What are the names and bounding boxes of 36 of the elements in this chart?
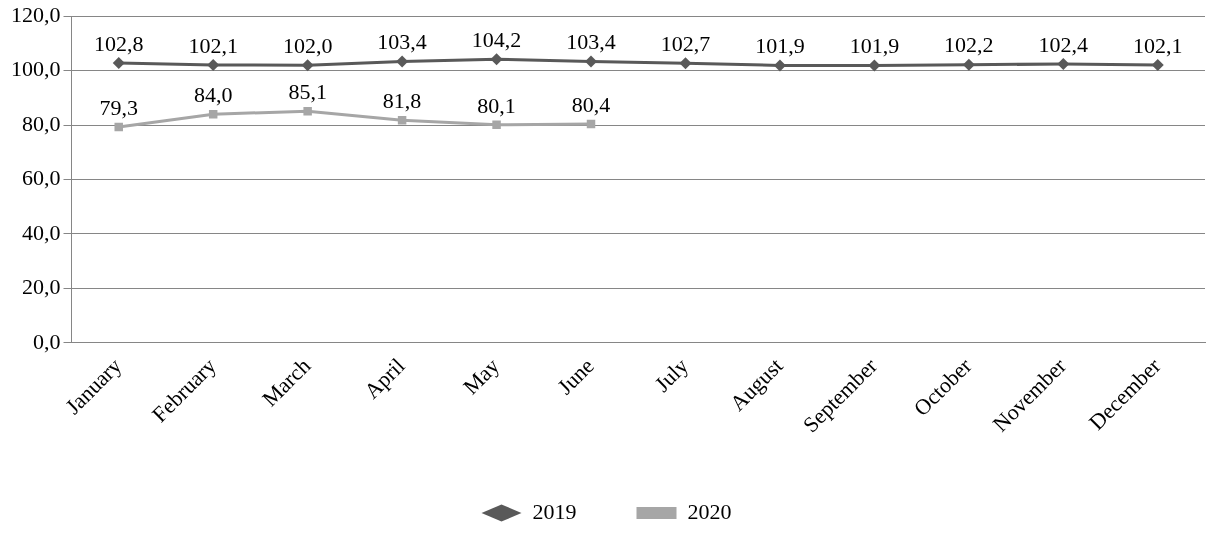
- data-label: 101,9: [755, 33, 805, 59]
- point: [679, 57, 692, 70]
- data-label: 79,3: [99, 94, 138, 120]
- data-label: 102,7: [660, 31, 711, 57]
- data-label: 104,2: [471, 26, 522, 52]
- data-label: 102,0: [282, 32, 333, 58]
- point: [303, 106, 312, 116]
- data-label: 102,1: [188, 32, 238, 58]
- data-label: 84,0: [193, 81, 233, 107]
- x-tick-label: June: [552, 353, 599, 400]
- y-tick-label: 120,0: [11, 1, 61, 27]
- point: [112, 57, 125, 70]
- data-label: 85,1: [288, 78, 327, 104]
- data-label: 81,8: [382, 87, 422, 113]
- data-label: 102,1: [1133, 32, 1183, 58]
- y-tick-label: 60,0: [22, 165, 61, 191]
- y-tick-label: 20,0: [22, 274, 61, 300]
- data-label: 102,2: [944, 32, 994, 58]
- data-label: 103,4: [566, 29, 616, 55]
- data-label: 102,8: [93, 30, 144, 56]
- point: [492, 120, 501, 130]
- x-tick-label: July: [649, 353, 694, 397]
- y-tick-label: 100,0: [11, 56, 61, 82]
- data-label: 80,1: [477, 92, 516, 118]
- y-tick-label: 40,0: [22, 219, 61, 245]
- data-label: 80,4: [571, 91, 611, 117]
- legend-label: 2019: [532, 498, 577, 524]
- data-label: 103,4: [377, 29, 427, 55]
- legend-label: 2020: [687, 498, 732, 524]
- y-tick-label: 80,0: [22, 110, 61, 136]
- y-tick-label: 0,0: [33, 328, 61, 354]
- data-label: 101,9: [849, 33, 900, 59]
- x-tick-label: May: [457, 353, 505, 400]
- point: [114, 122, 123, 132]
- point: [301, 59, 314, 72]
- data-label: 102,4: [1038, 31, 1089, 57]
